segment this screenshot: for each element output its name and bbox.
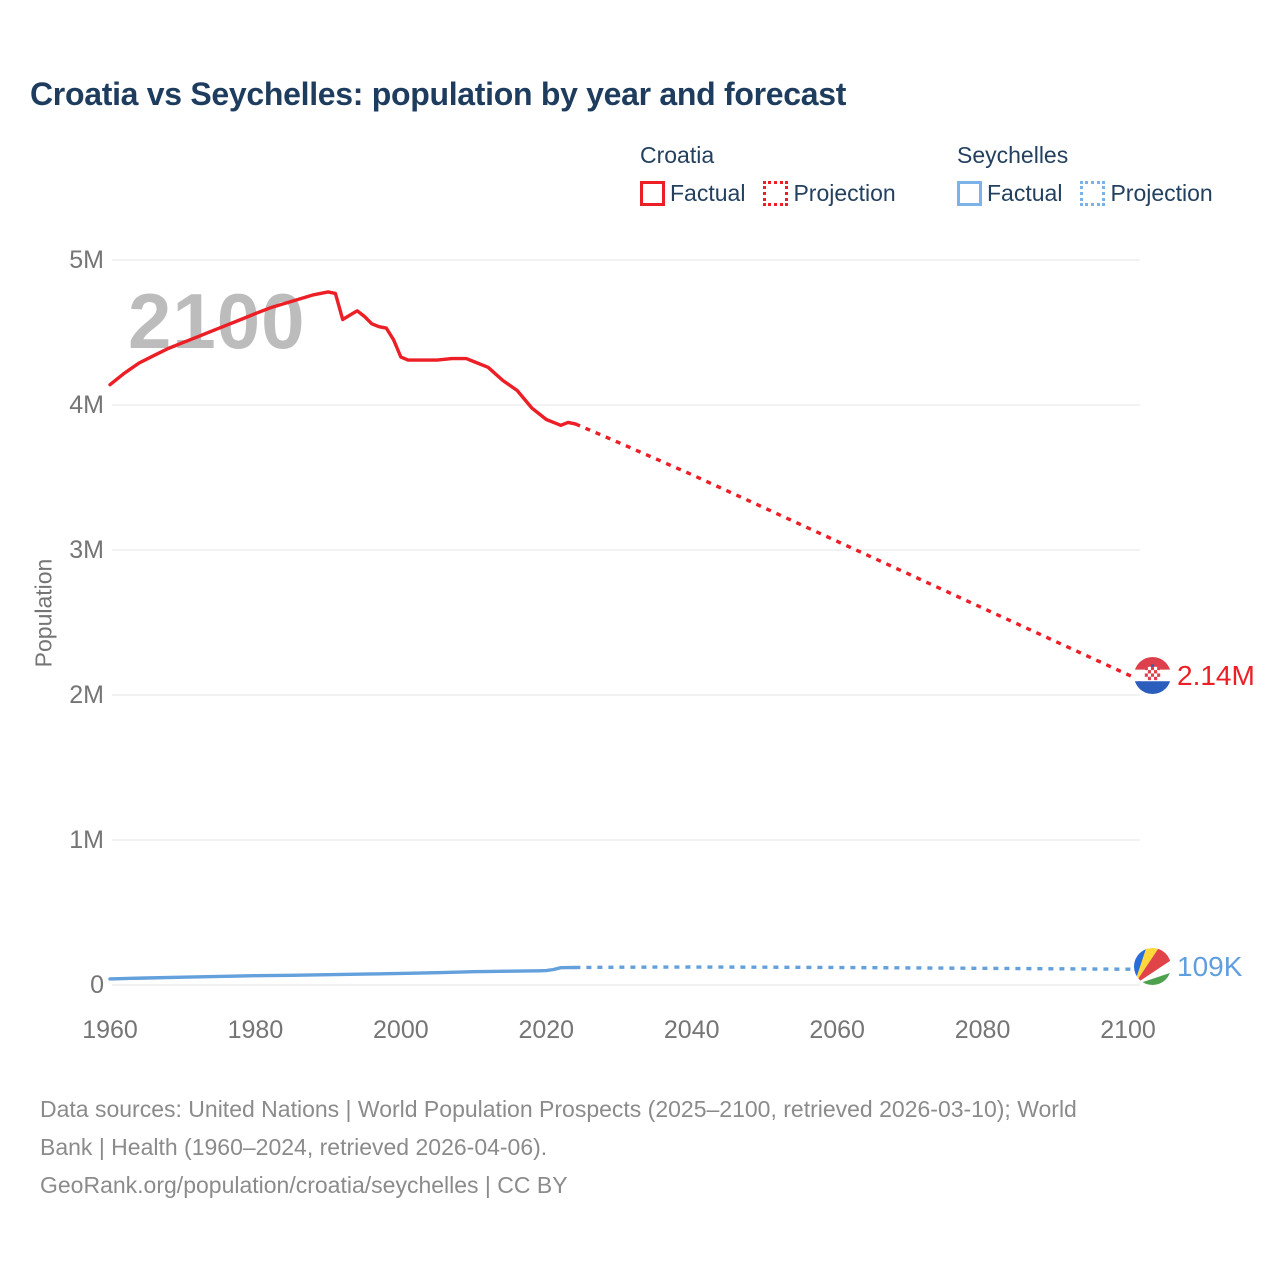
y-tick-label: 5M [69,246,104,274]
x-tick-label: 2080 [954,1016,1011,1044]
legend-group-title: Croatia [640,142,715,168]
x-tick-label: 2060 [809,1016,865,1044]
legend-item-seychelles-projection[interactable]: Projection [1080,180,1213,207]
x-tick-label: 2000 [373,1016,429,1044]
seychelles-flag-icon [1134,948,1171,985]
data-sources-footer: Data sources: United Nations | World Pop… [40,1090,1077,1204]
seychelles-end-label: 109K [1134,948,1242,985]
seychelles-projection-line [575,965,1143,971]
legend-item-label: Projection [1110,180,1213,206]
chart-title: Croatia vs Seychelles: population by yea… [30,76,847,112]
y-tick-label: 3M [69,536,104,564]
year-watermark: 2100 [128,277,306,365]
legend-item-label: Factual [987,180,1063,206]
croatia-flag-icon [1134,657,1171,694]
footer-line: Bank | Health (1960–2024, retrieved 2026… [40,1134,548,1160]
croatia-end-value: 2.14M [1177,659,1255,691]
legend-item-label: Factual [670,180,746,206]
y-tick-label: 4M [69,391,104,419]
y-axis-title: Population [30,558,57,668]
croatia-end-label: 2.14M [1134,657,1255,694]
legend-item-label: Projection [793,180,896,206]
legend-item-seychelles-factual[interactable]: Factual [957,180,1062,207]
legend-group-croatia: Croatia Factual Projection [640,142,896,207]
x-tick-label: 2100 [1100,1016,1156,1044]
legend-group-title: Seychelles [957,142,1069,168]
legend-group-seychelles: Seychelles Factual Projection [957,142,1213,207]
x-tick-label: 2040 [663,1016,720,1044]
seychelles-factual-swatch-icon [957,181,982,206]
croatia-factual-swatch-icon [640,181,665,206]
y-tick-label: 1M [69,826,104,854]
croatia-projection-line [574,422,1142,683]
footer-line: Data sources: United Nations | World Pop… [40,1096,1077,1122]
seychelles-projection-swatch-icon [1080,181,1106,206]
footer-line: GeoRank.org/population/croatia/seychelle… [40,1172,568,1198]
legend-item-croatia-projection[interactable]: Projection [763,180,896,207]
x-tick-label: 1980 [227,1016,284,1044]
seychelles-end-value: 109K [1177,950,1243,982]
croatia-projection-swatch-icon [763,181,789,206]
legend-item-croatia-factual[interactable]: Factual [640,180,745,207]
croatia-factual-line [108,290,578,427]
y-tick-label: 2M [69,681,104,709]
y-tick-label: 0 [90,971,104,999]
seychelles-factual-line [108,965,578,981]
x-tick-label: 2020 [518,1016,575,1044]
x-tick-label: 1960 [82,1016,138,1044]
